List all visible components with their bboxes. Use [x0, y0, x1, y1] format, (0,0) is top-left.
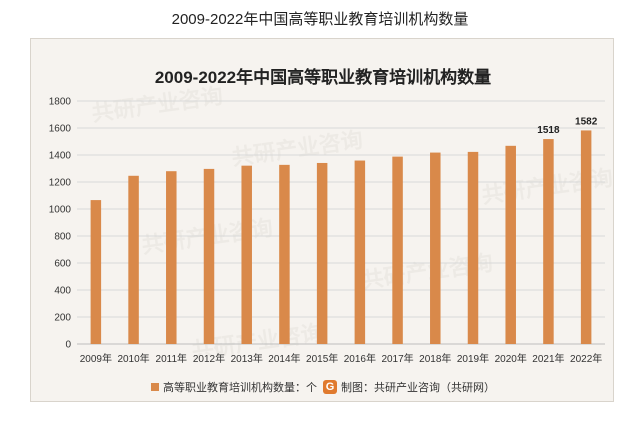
- x-tick-label: 2022年: [570, 352, 602, 365]
- x-tick-label: 2015年: [306, 352, 338, 365]
- bar: [580, 130, 592, 344]
- x-tick-label: 2017年: [381, 352, 413, 365]
- bar: [430, 152, 441, 344]
- bar-chart: 0 200 400 600 800 1000 1200 1400 1600 1800 2009年 20…: [49, 97, 605, 365]
- bar: [241, 165, 252, 344]
- x-tick-label: 2010年: [117, 352, 149, 365]
- x-tick-label: 2012年: [193, 352, 225, 365]
- bar: [90, 200, 102, 344]
- bar: [392, 156, 403, 344]
- y-tick-label: 1600: [49, 124, 72, 135]
- bar: [316, 162, 328, 344]
- y-tick-label: 1000: [49, 205, 72, 216]
- source-label: 制图：共研产业咨询（共研网）: [341, 382, 495, 394]
- data-label: 1518: [537, 125, 560, 136]
- bar: [543, 139, 554, 344]
- y-tick-label: 1800: [49, 97, 72, 108]
- chart-panel: 共研产业咨询 共研产业咨询 共研产业咨询 共研产业咨询 共研产业咨询 共研产业咨…: [30, 38, 614, 402]
- x-tick-label: 2021年: [532, 352, 564, 365]
- y-tick-label: 1200: [49, 178, 72, 189]
- chart-title: 2009-2022年中国高等职业教育培训机构数量: [154, 68, 492, 87]
- x-tick-label: 2011年: [156, 352, 188, 365]
- x-tick-label: 2009年: [80, 352, 112, 365]
- x-tick-label: 2016年: [344, 352, 376, 365]
- legend-swatch: [151, 383, 159, 391]
- bar: [279, 164, 290, 344]
- brand-logo-icon: G: [323, 380, 337, 394]
- bar: [128, 175, 139, 344]
- x-tick-label: 2018年: [419, 352, 451, 365]
- x-tick-label: 2013年: [231, 352, 263, 365]
- y-tick-label: 1400: [49, 151, 72, 162]
- y-tick-label: 0: [65, 340, 71, 351]
- y-tick-label: 200: [54, 313, 71, 324]
- legend: 高等职业教育培训机构数量：个 G 制图：共研产业咨询（共研网）: [31, 379, 615, 395]
- bar: [467, 151, 479, 344]
- bar: [354, 160, 366, 344]
- bar: [166, 171, 177, 344]
- bar: [203, 168, 215, 344]
- x-tick-label: 2020年: [495, 352, 527, 365]
- y-tick-label: 400: [54, 286, 71, 297]
- bar: [505, 145, 516, 344]
- y-tick-label: 600: [54, 259, 71, 270]
- data-label: 1582: [575, 116, 598, 127]
- x-tick-label: 2014年: [268, 352, 300, 365]
- legend-series-label: 高等职业教育培训机构数量：个: [163, 382, 317, 394]
- y-tick-label: 800: [54, 232, 71, 243]
- page-title: 2009-2022年中国高等职业教育培训机构数量: [171, 11, 469, 28]
- x-tick-label: 2019年: [457, 352, 489, 365]
